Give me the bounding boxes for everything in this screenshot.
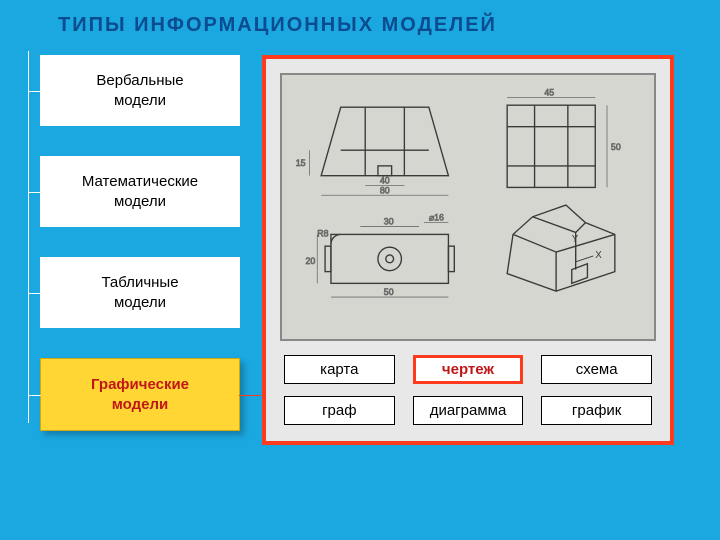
nav-label-line2: модели: [48, 91, 232, 111]
dim-label: 30: [384, 217, 394, 227]
btn-chertezh[interactable]: чертеж: [413, 355, 524, 384]
btn-diagramma[interactable]: диаграмма: [413, 396, 524, 425]
sidebar-item-graphic[interactable]: Графические модели: [40, 358, 240, 431]
drawing-svg: 40 80 15 45 50: [282, 75, 654, 339]
nav-label-line2: модели: [49, 395, 231, 415]
dim-label: 20: [305, 256, 315, 266]
axis-label: X: [595, 250, 602, 261]
button-grid: карта чертеж схема граф диаграмма график: [280, 355, 656, 425]
nav-label-line1: Вербальные: [48, 71, 232, 91]
nav-label-line1: Графические: [49, 375, 231, 395]
nav-label-line1: Табличные: [48, 273, 232, 293]
sidebar-item-math[interactable]: Математические модели: [40, 156, 240, 227]
dim-label: 50: [611, 142, 621, 152]
nav-label-line1: Математические: [48, 172, 232, 192]
dim-label: 15: [296, 158, 306, 168]
technical-drawing: 40 80 15 45 50: [280, 73, 656, 341]
sidebar: Вербальные модели Математические модели …: [20, 55, 240, 445]
dim-label: 40: [380, 176, 390, 186]
nav-label-line2: модели: [48, 192, 232, 212]
main-panel: 40 80 15 45 50: [262, 55, 674, 445]
sidebar-item-verbal[interactable]: Вербальные модели: [40, 55, 240, 126]
dim-label: ⌀16: [429, 213, 444, 223]
dim-label: 80: [380, 185, 390, 195]
btn-karta[interactable]: карта: [284, 355, 395, 384]
page-title: ТИПЫ ИНФОРМАЦИОННЫХ МОДЕЛЕЙ: [0, 0, 720, 37]
btn-grafik[interactable]: график: [541, 396, 652, 425]
btn-skhema[interactable]: схема: [541, 355, 652, 384]
nav-label-line2: модели: [48, 293, 232, 313]
btn-graf[interactable]: граф: [284, 396, 395, 425]
dim-label: 50: [384, 287, 394, 297]
axis-label: Y: [572, 234, 579, 245]
sidebar-item-table[interactable]: Табличные модели: [40, 257, 240, 328]
content: Вербальные модели Математические модели …: [0, 37, 720, 445]
dim-label: 45: [544, 87, 554, 97]
dim-label: R8: [317, 228, 328, 238]
